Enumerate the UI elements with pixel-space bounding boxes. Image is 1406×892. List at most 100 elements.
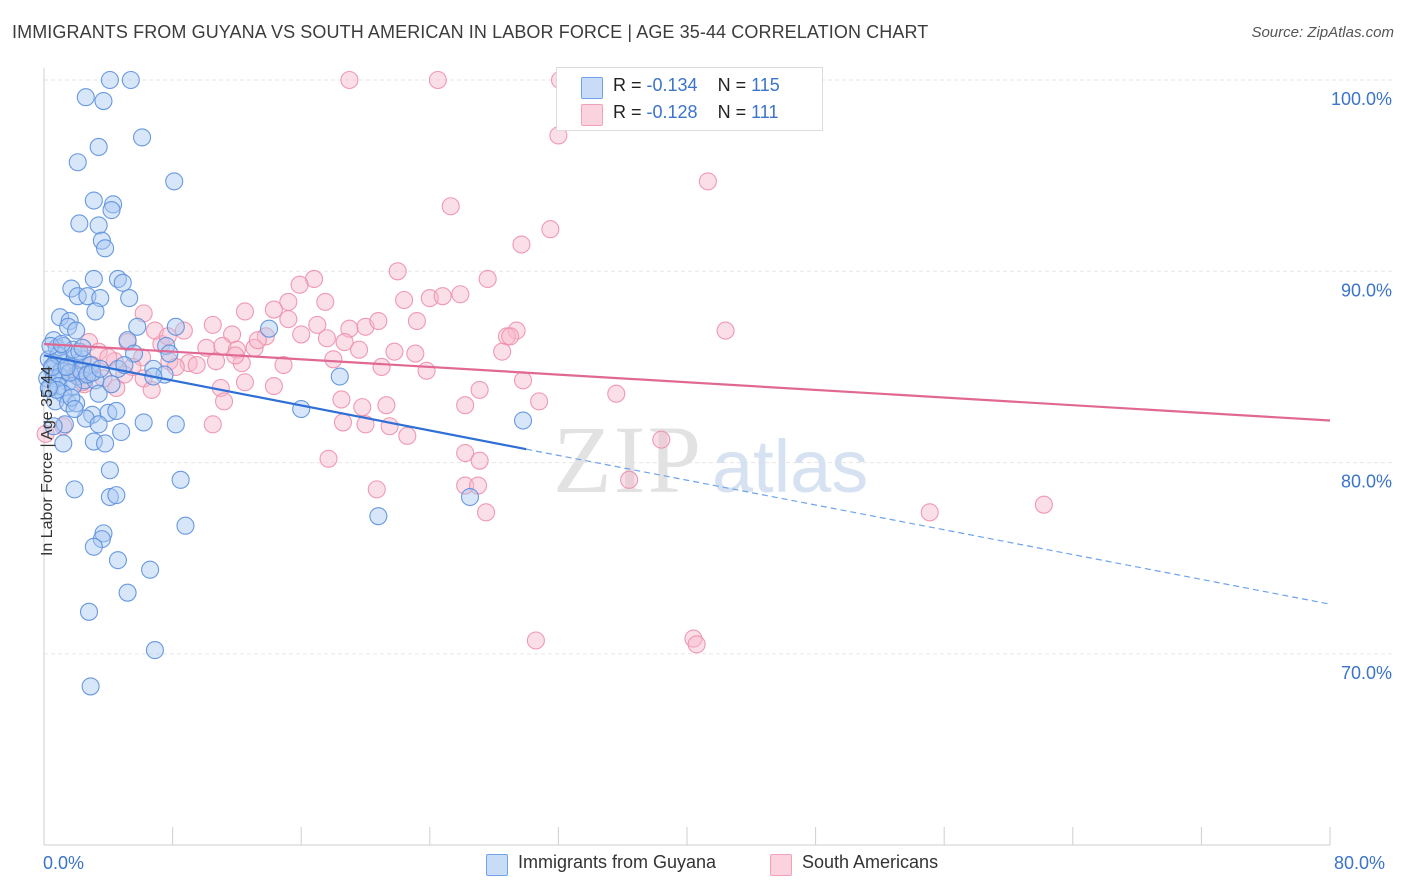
guyana-point (73, 338, 92, 357)
bottom-legend-swatch-guyana (486, 854, 508, 876)
legend-box: R = -0.134 N = 115 R = -0.128 N = 111 (556, 67, 823, 131)
south-americans-point (187, 355, 206, 375)
guyana-point (65, 399, 84, 419)
guyana-point (100, 461, 119, 480)
south-americans-point (367, 480, 386, 499)
south-americans-point (356, 415, 375, 434)
south-americans-point (335, 333, 354, 352)
legend-n-label: N = (717, 75, 752, 95)
guyana-point (84, 432, 103, 451)
south-americans-point (456, 476, 475, 495)
south-americans-point (456, 396, 475, 415)
guyana-point (513, 411, 533, 430)
south-americans-point (232, 354, 251, 373)
guyana-trend-line (43, 354, 527, 451)
guyana-point (460, 487, 480, 507)
legend-n-label: N = (717, 102, 752, 122)
guyana-point (369, 507, 388, 526)
legend-n-value: 111 (751, 102, 779, 122)
south-americans-point (513, 371, 533, 390)
guyana-point (84, 191, 103, 210)
guyana-point (89, 216, 108, 235)
y-axis-label: In Labor Force | Age 35-44 (39, 365, 56, 557)
guyana-point (120, 289, 139, 308)
guyana-point (102, 201, 121, 220)
axes (43, 68, 1331, 846)
guyana-point (70, 214, 89, 233)
guyana-point (86, 302, 105, 321)
guyana-point (145, 641, 164, 660)
legend-row-guyana: R = -0.134 N = 115 (581, 75, 780, 99)
y-tick-label: 100.0% (1331, 89, 1392, 109)
guyana-point (134, 413, 153, 432)
guyana-point (55, 415, 74, 434)
south-americans-point (512, 235, 531, 254)
legend-r-label: R = (613, 102, 647, 122)
guyana-point (62, 388, 81, 407)
guyana-point (79, 602, 99, 621)
watermark-zip: ZIP (553, 406, 703, 513)
guyana-point (113, 273, 132, 292)
guyana-point (100, 70, 119, 90)
south-americans-point (203, 315, 222, 334)
south-americans-point (279, 310, 298, 329)
guyana-point (89, 137, 108, 157)
south-americans-point (920, 503, 939, 522)
x-tick-label-min: 0.0% (43, 853, 85, 873)
guyana-point (89, 384, 108, 403)
south-americans-point (698, 172, 717, 191)
bottom-legend-label-south-americans: South Americans (802, 852, 939, 872)
guyana-point (112, 422, 131, 442)
guyana-point (96, 434, 115, 453)
guyana-point (171, 470, 190, 489)
legend-r-value: -0.134 (646, 75, 698, 95)
south-americans-points (36, 70, 1053, 654)
south-americans-point (203, 415, 222, 434)
south-americans-point (526, 631, 545, 650)
south-americans-point (620, 470, 639, 489)
south-americans-point (333, 413, 353, 432)
guyana-point (68, 153, 87, 172)
south-americans-point (316, 292, 335, 311)
guyana-point (42, 357, 62, 377)
guyana-point (65, 480, 84, 499)
south-americans-point (142, 380, 161, 399)
south-americans-point (388, 262, 407, 281)
guyana-point (67, 321, 86, 340)
south-americans-point (607, 384, 626, 403)
guyana-point (89, 415, 108, 434)
guyana-point (102, 375, 121, 394)
south-americans-point (541, 220, 560, 239)
guyana-point (165, 172, 184, 191)
guyana-point (39, 378, 58, 398)
south-americans-point (456, 443, 475, 463)
guyana-point (108, 551, 127, 570)
south-americans-point (385, 342, 404, 361)
guyana-point (91, 289, 110, 308)
south-americans-point (501, 327, 520, 346)
south-americans-point (340, 70, 359, 90)
south-americans-point (264, 377, 283, 396)
south-americans-point (530, 392, 549, 411)
trend-lines (43, 342, 1331, 605)
guyana-trend-extension (526, 448, 1331, 605)
guyana-point (84, 537, 103, 556)
south-americans-point (308, 315, 327, 334)
guyana-point (68, 287, 87, 306)
guyana-point (292, 399, 311, 419)
south-americans-trend-line (43, 342, 1331, 422)
legend-r-value: -0.128 (646, 102, 698, 122)
south-americans-point (206, 352, 226, 371)
south-americans-point (398, 426, 417, 445)
south-americans-point (197, 338, 216, 357)
guyana-point (44, 417, 63, 436)
watermark: ZIP atlas (553, 406, 868, 513)
south-americans-point (264, 300, 283, 319)
guyana-point (84, 269, 103, 289)
legend-row-south-americans: R = -0.128 N = 111 (581, 102, 778, 126)
guyana-point (166, 317, 185, 336)
guyana-point (330, 367, 349, 386)
south-americans-point (477, 503, 496, 522)
guyana-point (76, 88, 95, 107)
guyana-point (91, 359, 110, 378)
